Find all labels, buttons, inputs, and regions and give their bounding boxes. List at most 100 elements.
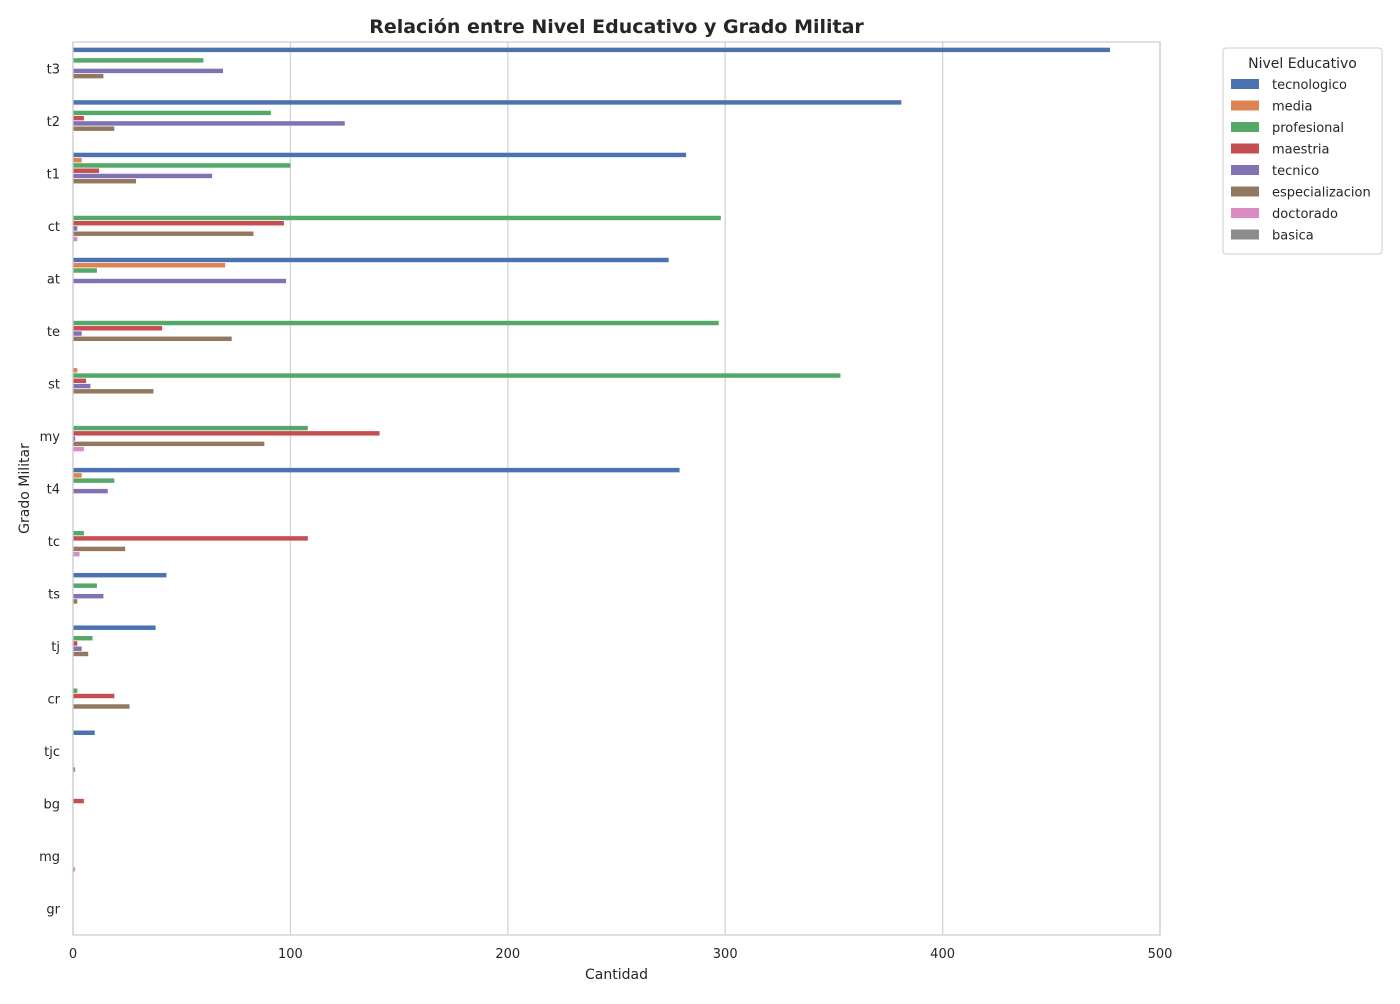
y-tick-label: tc (48, 535, 60, 550)
bar-t2-tecnico (73, 121, 345, 126)
legend-label-media: media (1272, 100, 1313, 115)
x-tick-label: 500 (1148, 947, 1173, 962)
bar-tc-especializacion (73, 546, 126, 552)
bar-te-maestria (73, 326, 163, 331)
bar-ts-tecnologico (73, 572, 167, 578)
bar-bg-maestria (73, 798, 84, 804)
y-tick-label: tj (51, 640, 60, 655)
bar-t1-especializacion (73, 178, 137, 184)
bar-t4-tecnologico (73, 467, 680, 473)
bar-tc-profesional (73, 530, 84, 536)
bar-tj-maestria (73, 641, 78, 646)
bar-t2-especializacion (73, 126, 115, 131)
legend-swatch-maestria (1231, 143, 1259, 154)
bar-tj-especializacion (73, 651, 89, 657)
legend: Nivel Educativo tecnologico media profesio… (1222, 47, 1383, 255)
y-tick-label: ct (48, 220, 60, 235)
bar-t1-maestria (73, 168, 100, 173)
bar-tj-tecnologico (73, 625, 156, 630)
bar-te-especializacion (73, 336, 232, 342)
bar-at-profesional (73, 268, 97, 273)
legend-swatch-doctorado (1231, 208, 1259, 218)
legend-items: tecnologico media profesional maestria tecni… (1231, 78, 1371, 244)
y-tick-label: te (47, 325, 60, 340)
bar-te-profesional (73, 320, 719, 326)
bar-my-especializacion (73, 441, 265, 447)
bar-t4-profesional (73, 478, 115, 483)
bar-t2-profesional (73, 110, 271, 116)
x-axis-label: Cantidad (585, 967, 648, 983)
bar-ct-maestria (73, 221, 284, 226)
legend-label-profesional: profesional (1272, 121, 1344, 136)
y-tick-label: t1 (47, 167, 60, 182)
bar-t4-tecnico (73, 488, 108, 494)
legend-title: Nivel Educativo (1248, 56, 1357, 72)
bar-t3-profesional (73, 58, 204, 63)
y-tick-label: gr (46, 903, 60, 918)
bar-st-maestria (73, 378, 87, 384)
legend-label-especializacion: especializacion (1272, 186, 1371, 201)
legend-swatch-media (1231, 100, 1259, 111)
bar-t2-tecnologico (73, 100, 902, 105)
bar-ct-tecnico (73, 226, 78, 231)
legend-box (1222, 47, 1383, 255)
bar-tjc-basica (73, 767, 76, 772)
y-tick-label: t3 (47, 62, 60, 77)
bar-ct-especializacion (73, 231, 254, 236)
y-tick-label: mg (39, 850, 60, 865)
bar-cr-maestria (73, 693, 115, 699)
bar-cr-profesional (73, 688, 78, 693)
y-tick-label: cr (48, 693, 61, 708)
bar-my-tecnico (73, 436, 76, 441)
bar-tj-profesional (73, 635, 93, 641)
bar-ct-doctorado (73, 236, 78, 242)
bar-at-tecnologico (73, 257, 669, 263)
bar-my-profesional (73, 425, 308, 431)
x-tick-label: 100 (278, 947, 303, 962)
bar-st-media (73, 368, 78, 373)
legend-label-tecnico: tecnico (1272, 164, 1319, 179)
bar-t2-maestria (73, 115, 84, 121)
bars (73, 47, 1110, 872)
y-tick-label: at (47, 272, 60, 287)
x-tick-label: 300 (713, 947, 738, 962)
bar-tc-maestria (73, 536, 308, 541)
bar-at-tecnico (73, 278, 287, 284)
bar-t3-tecnologico (73, 47, 1110, 53)
legend-swatch-basica (1231, 229, 1259, 240)
bar-tc-doctorado (73, 551, 80, 557)
legend-label-maestria: maestria (1272, 143, 1329, 158)
bar-at-media (73, 263, 226, 268)
y-tick-labels: t3 t2 t1 ct at te st my t4 tc ts tj cr tjc bg mg gr (39, 62, 61, 917)
bar-ts-especializacion (73, 599, 78, 604)
y-tick-label: my (40, 430, 61, 445)
bar-cr-especializacion (73, 704, 130, 709)
y-axis-label: Grado Militar (17, 443, 33, 534)
bar-tj-tecnico (73, 646, 82, 651)
bar-my-maestria (73, 431, 380, 436)
bar-st-tecnico (73, 383, 91, 389)
plot-frame (72, 41, 1161, 936)
bar-st-profesional (73, 373, 841, 378)
bar-mg-doctorado (73, 867, 76, 872)
legend-swatch-tecnico (1231, 165, 1259, 175)
bar-t3-tecnico (73, 68, 224, 74)
bar-t1-tecnico (73, 173, 213, 179)
bar-t4-media (73, 473, 82, 478)
bar-my-doctorado (73, 446, 84, 452)
legend-label-doctorado: doctorado (1272, 207, 1338, 222)
legend-label-tecnologico: tecnologico (1272, 78, 1347, 93)
x-tick-labels: 0 100 200 300 400 500 (69, 947, 1173, 962)
bar-t3-especializacion (73, 73, 104, 79)
bar-st-especializacion (73, 389, 154, 394)
legend-swatch-especializacion (1231, 186, 1259, 197)
bar-tjc-tecnologico (73, 730, 95, 735)
bar-t1-profesional (73, 163, 291, 168)
bar-ts-tecnico (73, 593, 104, 599)
bar-te-tecnico (73, 331, 82, 336)
y-tick-label: st (48, 377, 60, 392)
x-tick-label: 400 (930, 947, 955, 962)
legend-label-basica: basica (1272, 229, 1314, 244)
